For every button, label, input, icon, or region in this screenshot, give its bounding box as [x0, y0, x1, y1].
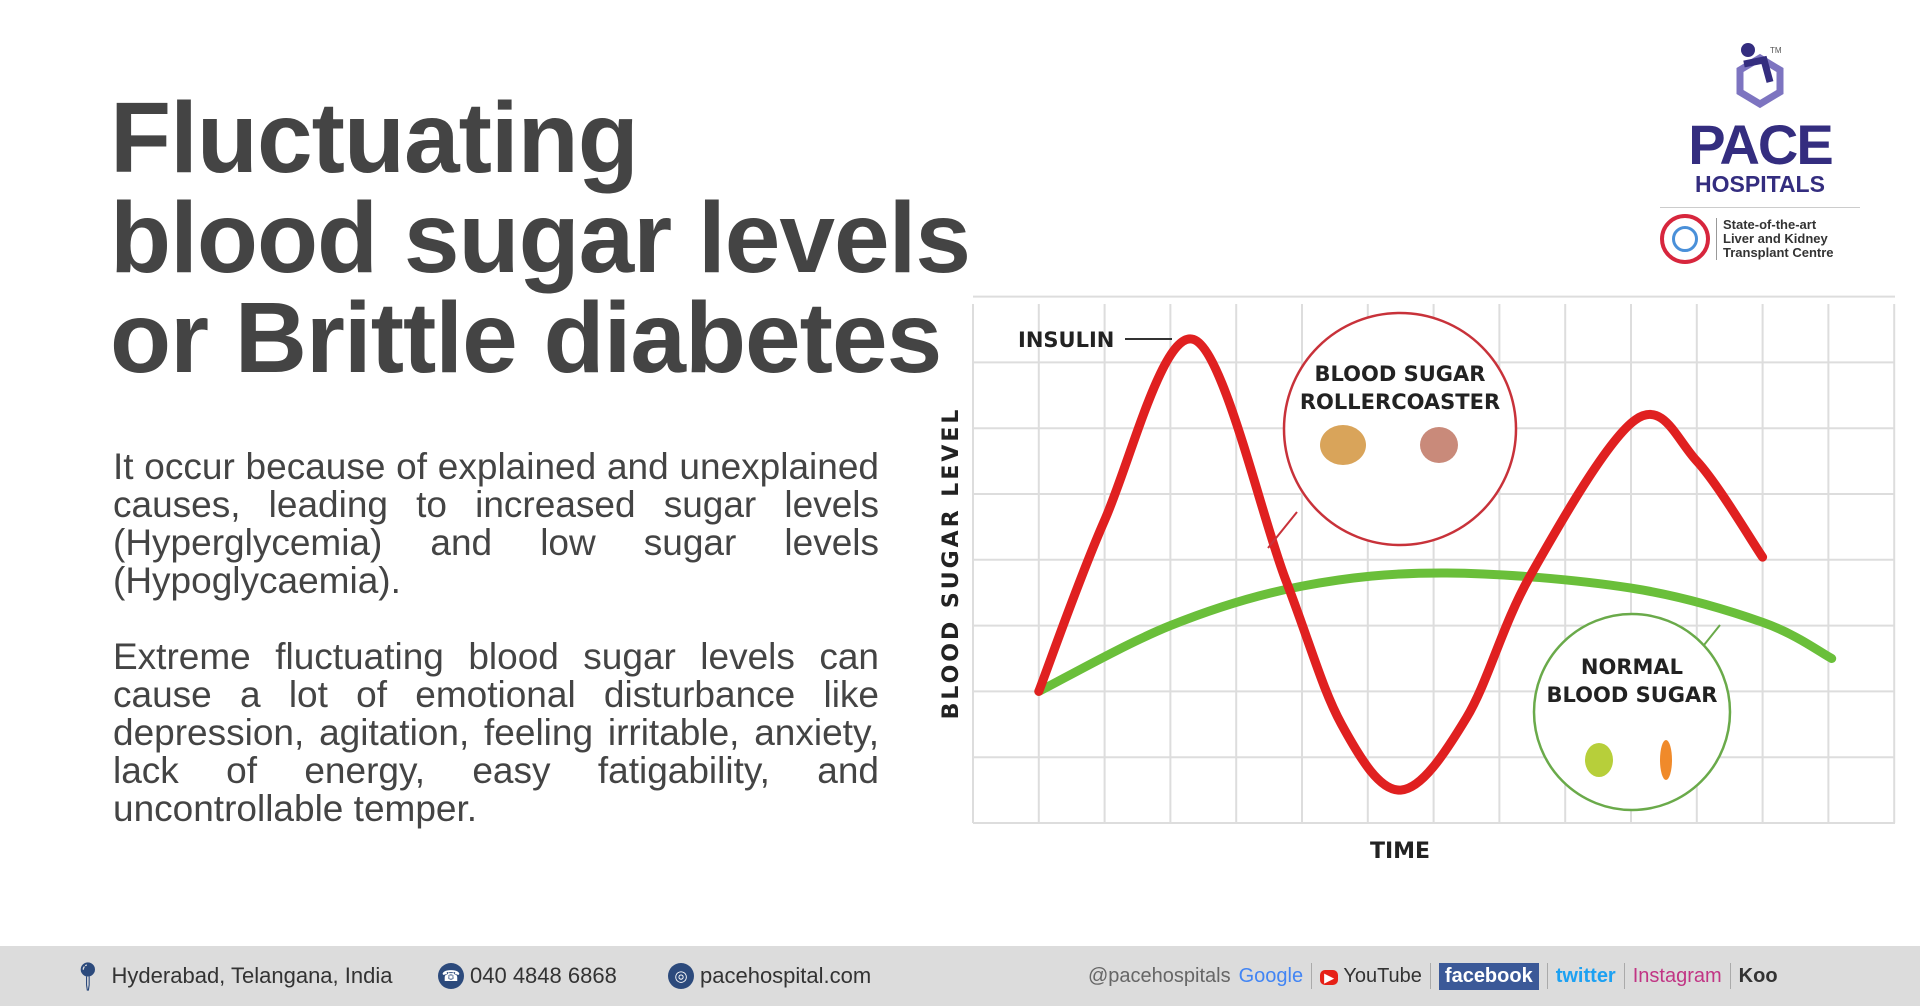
- pace-hospitals-logo: TM PACE HOSPITALS State-of-the-art Liver…: [1660, 40, 1860, 264]
- instagram-link[interactable]: Instagram: [1632, 964, 1722, 987]
- title-line: or Brittle diabetes: [110, 282, 942, 394]
- tagline-line: Transplant Centre: [1723, 245, 1834, 260]
- youtube-icon: ▶: [1320, 969, 1339, 985]
- logo-tagline: State-of-the-art Liver and Kidney Transp…: [1716, 218, 1834, 260]
- callout-leader: [1267, 511, 1298, 549]
- title-line: blood sugar levels: [110, 182, 971, 294]
- footer-location: 📍︎ Hyderabad, Telangana, India: [70, 960, 392, 993]
- callout-label: NORMAL: [1581, 655, 1683, 679]
- google-link[interactable]: Google: [1238, 964, 1304, 987]
- callout-label: BLOOD SUGAR: [1547, 683, 1718, 707]
- location-pin-icon: 📍︎: [70, 960, 106, 992]
- website-link[interactable]: pacehospital.com: [700, 963, 872, 988]
- twitter-link[interactable]: twitter: [1555, 964, 1616, 987]
- koo-link[interactable]: Koo: [1738, 964, 1778, 987]
- logo-mark-icon: [1736, 43, 1784, 109]
- phone-text: 040 4848 6868: [470, 963, 617, 988]
- trademark: TM: [1770, 46, 1782, 55]
- footer-website[interactable]: ◎ pacehospital.com: [668, 963, 871, 989]
- nabh-seal-icon: [1660, 214, 1710, 264]
- title-line: Fluctuating: [110, 82, 639, 194]
- paragraph-effects: Extreme fluctuating blood sugar levels c…: [113, 636, 879, 829]
- footer-phone[interactable]: ☎ 040 4848 6868: [438, 963, 617, 989]
- globe-icon: ◎: [668, 963, 694, 989]
- insulin-line: [1034, 334, 1768, 795]
- fruit-vegetable-icon: [1585, 743, 1613, 777]
- bread-cake-icon: [1320, 425, 1366, 465]
- phone-icon: ☎: [438, 963, 464, 989]
- paragraph-causes: It occur because of explained and unexpl…: [113, 446, 879, 601]
- callout-label: BLOOD SUGAR: [1315, 362, 1486, 386]
- location-text: Hyderabad, Telangana, India: [111, 963, 393, 988]
- logo-sub: HOSPITALS: [1695, 171, 1825, 197]
- logo-divider: [1660, 207, 1860, 208]
- callout-circle: [1532, 612, 1732, 812]
- y-axis-label: BLOOD SUGAR LEVEL: [939, 407, 964, 720]
- callout-circle: [1282, 311, 1518, 547]
- logo-name: PACE: [1688, 113, 1833, 176]
- footer-bar: 📍︎ Hyderabad, Telangana, India ☎ 040 484…: [0, 946, 1920, 1006]
- social-links: @pacehospitals Google ▶ YouTube facebook…: [1088, 962, 1778, 990]
- page-title: Fluctuating blood sugar levels or Brittl…: [110, 82, 971, 394]
- tagline-line: Liver and Kidney: [1723, 231, 1828, 246]
- tagline-line: State-of-the-art: [1723, 217, 1817, 232]
- social-handle: @pacehospitals: [1088, 964, 1231, 987]
- fruit-vegetable-icon: [1660, 740, 1672, 780]
- callout-label: ROLLERCOASTER: [1300, 390, 1500, 414]
- bread-cake-icon: [1420, 427, 1458, 463]
- facebook-link[interactable]: facebook: [1438, 962, 1539, 990]
- x-axis-label: TIME: [1370, 839, 1430, 864]
- series-label-insulin: INSULIN: [1018, 328, 1114, 352]
- youtube-link[interactable]: ▶ YouTube: [1320, 965, 1422, 988]
- youtube-label: YouTube: [1343, 964, 1422, 987]
- normal-blood-sugar-line: [1034, 568, 1837, 696]
